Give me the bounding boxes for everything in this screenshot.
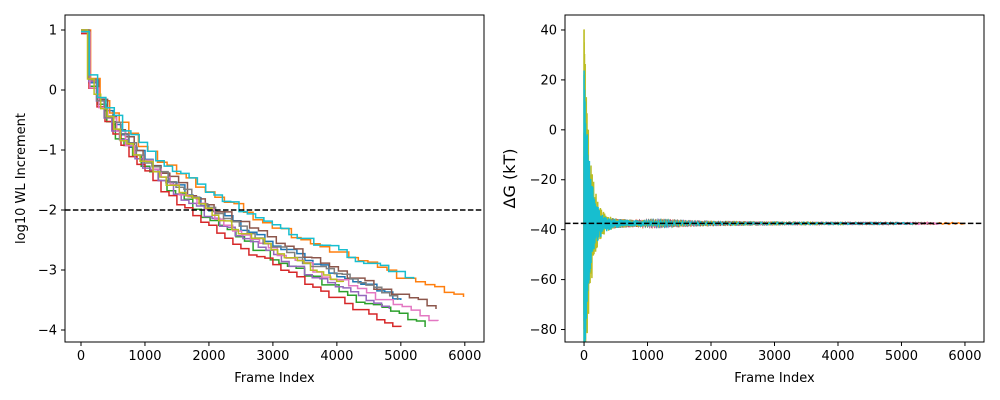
x-tick-label: 0	[580, 349, 588, 364]
series-line-10	[81, 30, 415, 279]
y-tick-label: 40	[540, 23, 557, 38]
x-tick-label: 4000	[821, 349, 854, 364]
y-tick-label: 0	[549, 123, 557, 138]
y-tick-label: 20	[540, 73, 557, 88]
y-tick-label: −40	[530, 223, 557, 238]
x-tick-label: 3000	[256, 349, 289, 364]
series-line-10	[583, 70, 915, 342]
x-tick-label: 0	[77, 349, 85, 364]
y-axis-label: ΔG (kT)	[500, 149, 519, 209]
left-panel: 0 1000 2000 3000 4000 5000 6000 1 0 −1 −2 −3 −4 Frame…	[14, 14, 485, 386]
right-panel: 0 1000 2000 3000 4000 5000 6000 40 20 0 −20 −40 −60 −…	[500, 14, 985, 386]
y-tick-label: −20	[530, 173, 557, 188]
series-line-4	[81, 32, 402, 328]
x-axis-label: Frame Index	[734, 371, 815, 386]
y-tick-label: −60	[530, 273, 557, 288]
series-line-1	[81, 29, 402, 300]
y-tick-label: −2	[38, 204, 57, 219]
plot-frame	[64, 14, 485, 343]
x-tick-label: 4000	[320, 349, 353, 364]
x-tick-label: 2000	[192, 349, 225, 364]
x-tick-label: 6000	[948, 349, 981, 364]
y-tick-label: 1	[49, 24, 57, 39]
x-tick-label: 3000	[758, 349, 791, 364]
series-line-9	[81, 29, 345, 283]
series-line-6	[81, 30, 437, 309]
series-line-2	[583, 135, 966, 330]
series-line-5	[81, 29, 391, 309]
x-tick-label: 5000	[885, 349, 918, 364]
plot-frame	[564, 14, 985, 343]
x-tick-label: 5000	[384, 349, 417, 364]
y-axis-label: log10 WL Increment	[14, 113, 29, 244]
y-tick-label: −4	[38, 324, 57, 339]
series-line-2	[81, 29, 465, 297]
y-tick-label: −80	[530, 323, 557, 338]
series-line-8	[81, 29, 399, 300]
y-tick-label: −1	[38, 144, 57, 159]
y-tick-label: −3	[38, 264, 57, 279]
x-tick-label: 1000	[128, 349, 161, 364]
x-tick-label: 6000	[448, 349, 481, 364]
series-line-7	[81, 31, 439, 322]
y-tick-label: 0	[49, 84, 57, 99]
x-axis-label: Frame Index	[234, 371, 315, 386]
series-group	[81, 29, 465, 328]
x-tick-label: 1000	[631, 349, 664, 364]
x-tick-label: 2000	[694, 349, 727, 364]
series-line-9	[583, 29, 845, 342]
